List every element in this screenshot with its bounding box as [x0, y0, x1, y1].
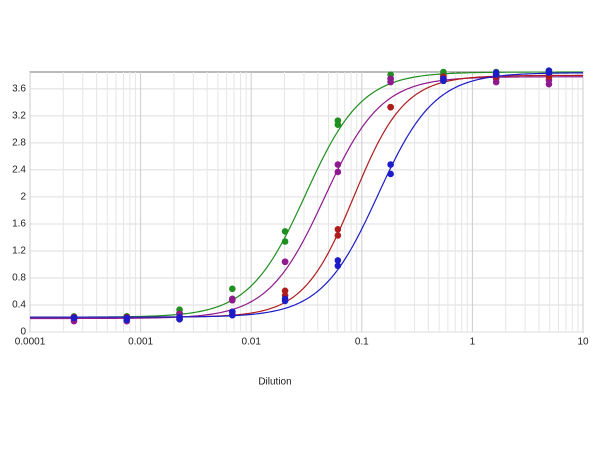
data-point — [334, 121, 342, 128]
data-point — [334, 161, 342, 168]
y-tick-label: 0 — [20, 327, 26, 338]
x-tick-label: 0.001 — [128, 337, 153, 348]
grid — [29, 72, 584, 333]
y-tick-label: 0.4 — [12, 300, 26, 311]
y-tick-label: 3.6 — [12, 84, 26, 95]
y-tick-label: 1.2 — [12, 246, 26, 257]
data-point — [545, 69, 553, 76]
data-point — [229, 285, 236, 293]
data-point — [70, 314, 78, 322]
data-point — [281, 238, 289, 245]
data-point — [229, 308, 236, 316]
y-tick-label: 1.6 — [12, 219, 26, 230]
data-point — [281, 297, 289, 305]
x-tick-label: 1 — [470, 337, 476, 348]
data-point — [281, 228, 289, 235]
y-tick-label: 3.2 — [12, 111, 26, 122]
data-point — [334, 232, 342, 239]
data-point — [492, 78, 500, 86]
y-tick-label: 2.4 — [12, 165, 26, 176]
x-tick-label: 0.1 — [355, 337, 369, 348]
y-tick-label: 2 — [20, 192, 26, 203]
data-point — [229, 295, 236, 303]
data-point — [334, 168, 342, 176]
y-tick-label: 0.8 — [12, 273, 26, 284]
fit-curve — [30, 72, 584, 318]
x-tick-label: 0.01 — [241, 337, 261, 348]
plot-area — [29, 71, 584, 333]
data-point — [123, 316, 131, 324]
data-point — [334, 262, 342, 270]
data-point — [281, 258, 289, 266]
x-axis-label: Dilution — [258, 377, 291, 388]
data-point — [387, 170, 394, 178]
data-point — [281, 287, 289, 295]
data-point — [334, 226, 342, 233]
data-point — [545, 80, 553, 88]
data-point — [387, 161, 394, 168]
data-point — [334, 257, 342, 264]
data-point — [176, 313, 183, 321]
data-point — [440, 77, 447, 85]
data-point — [387, 78, 394, 86]
x-tick-label: 0.0001 — [15, 337, 46, 348]
y-tick-label: 2.8 — [12, 138, 26, 149]
data-point — [492, 71, 500, 79]
data-point — [387, 103, 394, 111]
x-tick-label: 10 — [577, 337, 589, 348]
